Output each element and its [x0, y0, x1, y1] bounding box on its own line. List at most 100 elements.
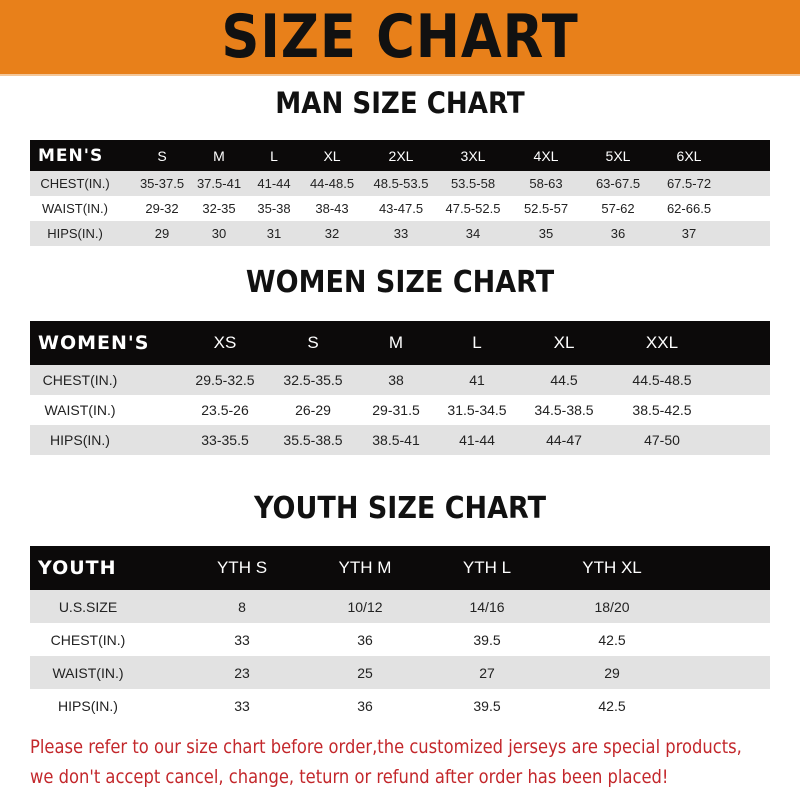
size-header-cell: YTH XL [582, 558, 642, 577]
table-cell: 53.5-58 [450, 176, 496, 191]
size-header-cell: 4XL [533, 147, 559, 164]
table-cell: 63-67.5 [595, 176, 641, 191]
table-cell: 52.5-57 [523, 201, 569, 216]
table-cell: 38.5-41 [372, 432, 420, 448]
measure-label-cell: CHEST(IN.) [50, 631, 126, 648]
table-cell: 32.5-35.5 [283, 372, 343, 388]
table-cell: 14/16 [469, 598, 505, 615]
table-cell: 29 [604, 664, 620, 681]
table-cell: 32 [324, 226, 340, 241]
table-cell: 38-43 [315, 201, 349, 216]
table-cell: 44.5-48.5 [632, 372, 692, 388]
measure-label-cell: WAIST(IN.) [52, 664, 124, 681]
banner-title: SIZE CHART [221, 2, 579, 72]
table-cell: 37 [681, 226, 697, 241]
men-section-title: MAN SIZE CHART [275, 86, 525, 120]
table-cell: 41 [469, 372, 485, 388]
table-cell: 58-63 [529, 176, 563, 191]
table-cell: 39.5 [473, 697, 501, 714]
table-cell: 37.5-41 [196, 176, 242, 191]
size-header-cell: M [213, 147, 225, 164]
table-cell: 31 [266, 226, 282, 241]
table-cell: 34 [465, 226, 481, 241]
table-cell: 41-44 [459, 432, 495, 448]
table-cell: 67.5-72 [666, 176, 712, 191]
table-row: CHEST(IN.) 35-37.5 37.5-41 41-44 44-48.5 48.5… [30, 171, 770, 196]
youth-section-title: YOUTH SIZE CHART [253, 491, 547, 526]
table-cell: 47-50 [644, 432, 680, 448]
table-cell: 33-35.5 [201, 432, 249, 448]
table-cell: 26-29 [295, 402, 331, 418]
table-cell: 30 [211, 226, 227, 241]
table-cell: 47.5-52.5 [445, 201, 501, 216]
measure-label-cell: HIPS(IN.) [58, 697, 118, 714]
table-cell: 23.5-26 [201, 402, 249, 418]
table-row: HIPS(IN.) 33 36 39.5 42.5 [30, 689, 770, 722]
size-header-cell: XL [323, 147, 341, 164]
size-header-cell: 6XL [676, 147, 702, 164]
table-row: U.S.SIZE 8 10/12 14/16 18/20 [30, 590, 770, 623]
measure-label-cell: WAIST(IN.) [44, 402, 116, 418]
size-header-cell: 3XL [460, 147, 486, 164]
size-header-cell: YTH S [216, 558, 268, 577]
table-row: WAIST(IN.) 29-32 32-35 35-38 38-43 43-47.5 47.… [30, 196, 770, 221]
table-cell: 44.5 [550, 372, 578, 388]
size-header-cell: L [270, 147, 278, 164]
measure-label-cell: U.S.SIZE [58, 598, 118, 615]
table-cell: 62-66.5 [666, 201, 712, 216]
table-cell: 18/20 [594, 598, 630, 615]
table-cell: 34.5-38.5 [534, 402, 594, 418]
table-cell: 41-44 [257, 176, 291, 191]
measure-label-cell: CHEST(IN.) [42, 372, 118, 388]
table-cell: 39.5 [473, 631, 501, 648]
disclaimer-line-2: we don't accept cancel, change, teturn o… [30, 766, 669, 788]
measure-label-cell: WAIST(IN.) [42, 201, 108, 216]
table-cell: 35-37.5 [139, 176, 185, 191]
table-row: CHEST(IN.) 29.5-32.5 32.5-35.5 38 41 44.5 44.5… [30, 365, 770, 395]
table-cell: 57-62 [601, 201, 635, 216]
table-cell: 38 [388, 372, 404, 388]
men-header-row: MEN'S S M L XL 2XL 3XL 4XL 5XL 6XL [30, 140, 770, 171]
table-cell: 35-38 [257, 201, 291, 216]
youth-header-row: YOUTH YTH S YTH M YTH L YTH XL [30, 546, 770, 590]
size-header-cell: 5XL [605, 147, 631, 164]
table-title-cell: MEN'S [38, 145, 104, 166]
table-cell: 29.5-32.5 [195, 372, 255, 388]
table-cell: 33 [234, 631, 250, 648]
table-cell: 27 [479, 664, 495, 681]
measure-label-cell: HIPS(IN.) [50, 432, 110, 448]
size-header-cell: M [388, 333, 404, 352]
table-cell: 35 [538, 226, 554, 241]
table-cell: 42.5 [598, 631, 626, 648]
table-cell: 44-47 [546, 432, 582, 448]
table-cell: 10/12 [347, 598, 383, 615]
size-header-cell: XXL [645, 333, 679, 352]
table-cell: 35.5-38.5 [283, 432, 343, 448]
table-row: WAIST(IN.) 23 25 27 29 [30, 656, 770, 689]
table-title-cell: WOMEN'S [38, 332, 150, 354]
table-cell: 29-31.5 [372, 402, 420, 418]
table-cell: 25 [357, 664, 373, 681]
table-cell: 36 [610, 226, 626, 241]
table-title-cell: YOUTH [38, 557, 117, 579]
size-header-cell: XS [213, 333, 237, 352]
table-cell: 36 [357, 631, 373, 648]
table-cell: 32-35 [202, 201, 236, 216]
table-cell: 31.5-34.5 [447, 402, 507, 418]
table-row: HIPS(IN.) 33-35.5 35.5-38.5 38.5-41 41-44 44-… [30, 425, 770, 455]
measure-label-cell: CHEST(IN.) [40, 176, 110, 191]
women-header-row: WOMEN'S XS S M L XL XXL [30, 321, 770, 365]
size-header-cell: L [472, 333, 482, 352]
size-header-cell: YTH L [462, 558, 512, 577]
table-cell: 33 [393, 226, 409, 241]
size-header-cell: 2XL [388, 147, 414, 164]
disclaimer-line-1: Please refer to our size chart before or… [30, 736, 742, 758]
size-header-cell: S [307, 333, 319, 352]
table-row: HIPS(IN.) 29 30 31 32 33 34 35 36 37 [30, 221, 770, 246]
table-row: WAIST(IN.) 23.5-26 26-29 29-31.5 31.5-34.5 34… [30, 395, 770, 425]
size-header-cell: YTH M [338, 558, 392, 577]
size-header-cell: S [157, 147, 167, 164]
table-cell: 44-48.5 [309, 176, 355, 191]
table-row: CHEST(IN.) 33 36 39.5 42.5 [30, 623, 770, 656]
table-cell: 29-32 [145, 201, 179, 216]
